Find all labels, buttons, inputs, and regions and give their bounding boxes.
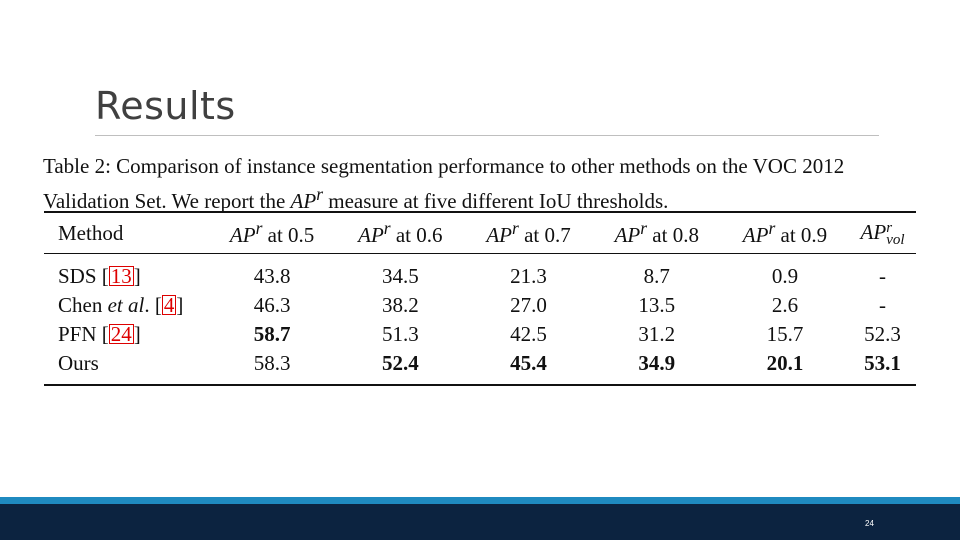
footer-accent-stripe [0, 497, 960, 504]
table-cell: 27.0 [510, 293, 547, 317]
table-cell: 53.1 [864, 351, 901, 375]
caption-ap-superscript: r [316, 184, 323, 204]
results-table: Method APr at 0.5 APr at 0.6 APr at 0.7 … [44, 211, 916, 386]
table-cell: 38.2 [381, 293, 419, 317]
header-method: Method [58, 220, 124, 245]
table-cell: 34.9 [638, 351, 676, 375]
table-cell: 0.9 [771, 264, 799, 288]
caption-ap-symbol: AP [290, 189, 317, 213]
caption-prefix: Table 2: Comparison of instance segmenta… [43, 154, 845, 213]
slide-title: Results [95, 84, 236, 128]
method-name: Ours [58, 351, 99, 375]
table-cell: 51.3 [381, 322, 419, 346]
table-cell: 2.6 [771, 293, 799, 317]
page-number: 24 [865, 519, 874, 528]
table-cell: 15.7 [766, 322, 804, 346]
table-cell: 52.4 [381, 351, 419, 375]
caption-suffix: measure at five different IoU thresholds… [323, 189, 669, 213]
header-ap-09: APr at 0.9 [742, 218, 828, 247]
method-name: PFN [24] [58, 322, 141, 346]
table-cell: 21.3 [510, 264, 547, 288]
table-cell: - [879, 264, 887, 288]
header-ap-06: APr at 0.6 [358, 218, 443, 247]
title-divider [95, 135, 879, 136]
citation-link[interactable]: 13 [108, 264, 134, 288]
table-cell: 31.2 [638, 322, 676, 346]
table-cell: 34.5 [381, 264, 419, 288]
table-row: SDS [13] 43.8 34.5 21.3 8.7 0.9 - [44, 254, 916, 292]
results-table-container: Method APr at 0.5 APr at 0.6 APr at 0.7 … [44, 211, 916, 386]
citation-link[interactable]: 24 [108, 322, 134, 346]
table-cell: 46.3 [253, 293, 291, 317]
method-name: Chen et al. [4] [58, 293, 184, 317]
table-row: Chen et al. [4] 46.3 38.2 27.0 13.5 2.6 … [44, 291, 916, 320]
header-row: Method APr at 0.5 APr at 0.6 APr at 0.7 … [44, 212, 916, 254]
method-name: SDS [13] [58, 264, 141, 288]
header-ap-08: APr at 0.8 [614, 218, 699, 247]
table-cell: 52.3 [864, 322, 901, 346]
table-cell: 42.5 [510, 322, 547, 346]
table-cell: 13.5 [638, 293, 676, 317]
citation-link[interactable]: 4 [161, 293, 177, 317]
table-cell: 8.7 [643, 264, 670, 288]
table-row: PFN [24] 58.7 51.3 42.5 31.2 15.7 52.3 [44, 320, 916, 349]
table-cell: 20.1 [766, 351, 804, 375]
header-ap-07: APr at 0.7 [486, 218, 571, 247]
table-cell: 43.8 [253, 264, 291, 288]
table-cell: 58.3 [253, 351, 291, 375]
table-cell: 58.7 [253, 322, 291, 346]
table-row: Ours 58.3 52.4 45.4 34.9 20.1 53.1 [44, 349, 916, 385]
header-ap-vol: AP r vol [860, 219, 905, 249]
table-cell: - [879, 293, 887, 317]
table-cell: 45.4 [510, 351, 547, 375]
footer-bar [0, 504, 960, 540]
table-caption: Table 2: Comparison of instance segmenta… [43, 152, 923, 215]
header-ap-05: APr at 0.5 [229, 218, 315, 247]
